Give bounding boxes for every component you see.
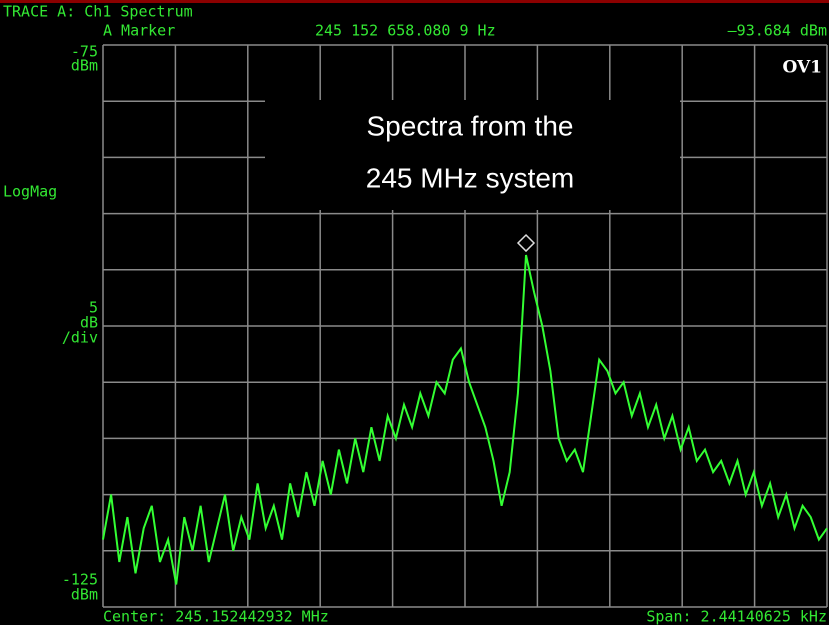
marker-label: A Marker — [103, 22, 175, 40]
scale-value: 5 — [89, 299, 98, 317]
center-frequency: Center: 245.152442932 MHz — [103, 608, 329, 625]
overload-indicator: OV1 — [782, 58, 822, 78]
annotation: Spectra from the — [367, 110, 574, 141]
marker-readout: –93.684 dBm — [728, 22, 827, 40]
scale-unit: dB — [80, 314, 98, 332]
span: Span: 2.44140625 kHz — [646, 608, 827, 625]
marker-diamond — [516, 233, 536, 253]
top-bar — [0, 0, 829, 3]
scale-suffix: /div — [62, 329, 98, 347]
trace-header: TRACE A: Ch1 Spectrum — [3, 3, 193, 21]
y-unit: dBm — [71, 57, 98, 75]
marker-frequency: 245 152 658.080 9 Hz — [315, 22, 496, 40]
y-tick-label: -125 — [62, 571, 98, 589]
y-tick-label: -75 — [71, 43, 98, 61]
spectrum-trace — [102, 254, 828, 585]
annotation-box — [265, 100, 680, 210]
format-label: LogMag — [3, 183, 57, 201]
annotation: 245 MHz system — [366, 162, 575, 193]
y-unit: dBm — [71, 586, 98, 604]
